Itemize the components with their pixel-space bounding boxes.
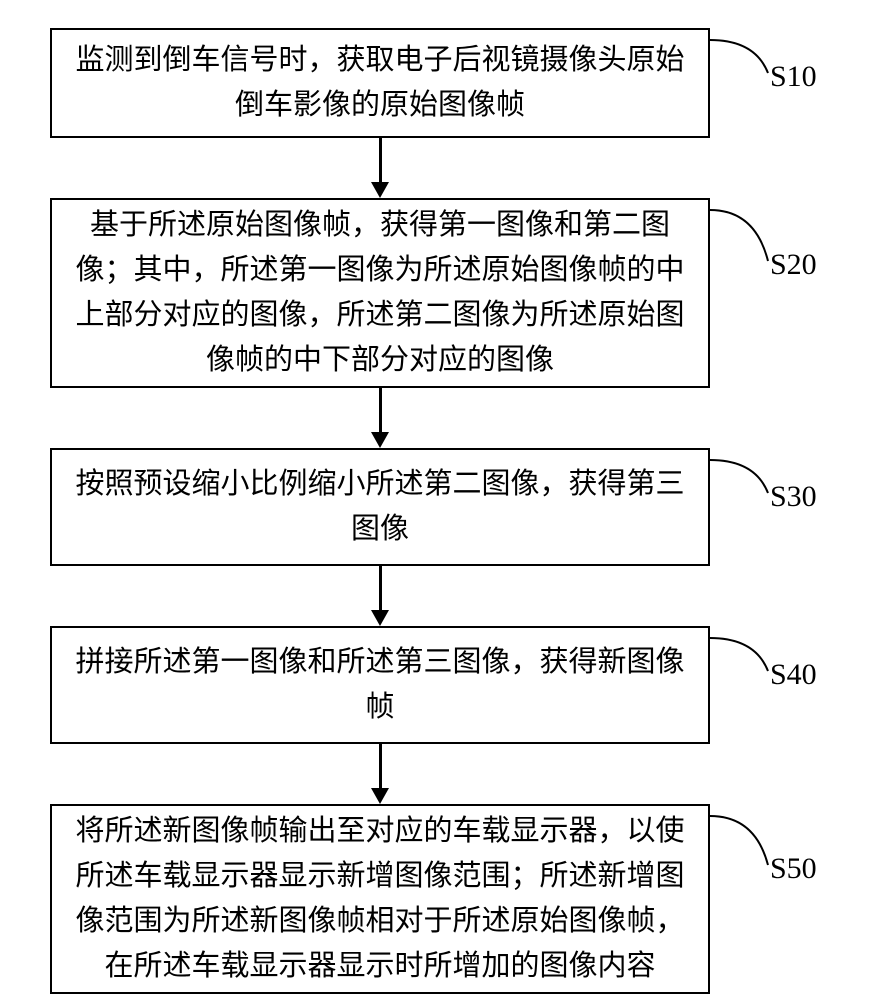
arrow-head-icon: [371, 610, 389, 626]
step-label-s20: S20: [770, 248, 817, 282]
step-box-s10: 监测到倒车信号时，获取电子后视镜摄像头原始倒车影像的原始图像帧: [50, 28, 710, 138]
arrow-head-icon: [371, 788, 389, 804]
step-box-s50: 将所述新图像帧输出至对应的车载显示器，以使所述车载显示器显示新增图像范围；所述新…: [50, 804, 710, 994]
arrow-head-icon: [371, 432, 389, 448]
step-label-s10: S10: [770, 60, 817, 94]
step-text: 基于所述原始图像帧，获得第一图像和第二图像；其中，所述第一图像为所述原始图像帧的…: [70, 203, 690, 383]
arrow-s20-s30: [379, 388, 382, 432]
step-box-s20: 基于所述原始图像帧，获得第一图像和第二图像；其中，所述第一图像为所述原始图像帧的…: [50, 198, 710, 388]
step-label-s40: S40: [770, 658, 817, 692]
arrow-s40-s50: [379, 744, 382, 788]
step-box-s30: 按照预设缩小比例缩小所述第二图像，获得第三图像: [50, 448, 710, 566]
step-text: 拼接所述第一图像和所述第三图像，获得新图像帧: [70, 640, 690, 730]
step-box-s40: 拼接所述第一图像和所述第三图像，获得新图像帧: [50, 626, 710, 744]
step-label-s30: S30: [770, 480, 817, 514]
arrow-head-icon: [371, 182, 389, 198]
step-text: 将所述新图像帧输出至对应的车载显示器，以使所述车载显示器显示新增图像范围；所述新…: [70, 809, 690, 989]
step-label-s50: S50: [770, 852, 817, 886]
step-text: 按照预设缩小比例缩小所述第二图像，获得第三图像: [70, 462, 690, 552]
flowchart-canvas: 监测到倒车信号时，获取电子后视镜摄像头原始倒车影像的原始图像帧 S10 基于所述…: [0, 0, 890, 1000]
arrow-s10-s20: [379, 138, 382, 182]
arrow-s30-s40: [379, 566, 382, 610]
step-text: 监测到倒车信号时，获取电子后视镜摄像头原始倒车影像的原始图像帧: [70, 38, 690, 128]
